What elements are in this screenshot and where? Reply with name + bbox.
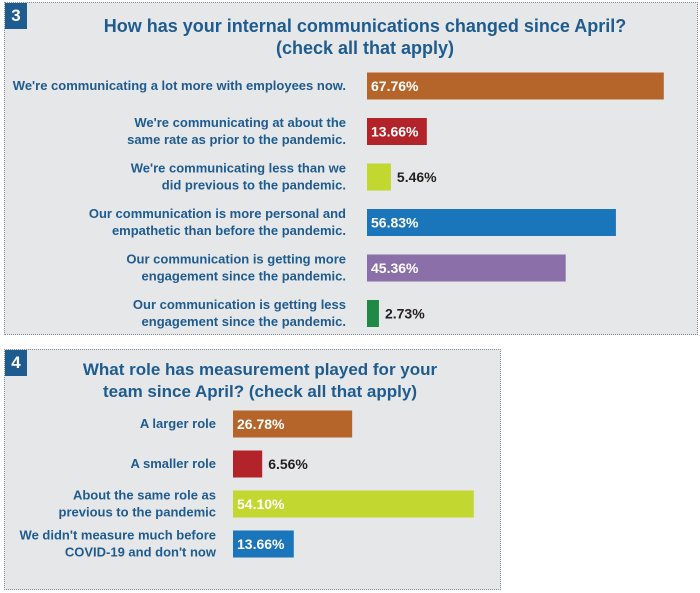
category-label: empathetic than before the pandemic. <box>112 223 346 238</box>
data-label: 13.66% <box>237 536 285 552</box>
data-label: 67.76% <box>371 78 419 94</box>
bar <box>367 209 616 236</box>
chart-title-line-1: How has your internal communications cha… <box>103 16 627 36</box>
category-label: We're communicating a lot more with empl… <box>13 78 346 93</box>
category-label: Our communication is getting more <box>126 252 346 267</box>
chart-number-badge: 4 <box>5 350 27 376</box>
chart-title: What role has measurement played for you… <box>65 359 455 403</box>
data-label: 13.66% <box>371 124 419 140</box>
category-label: same rate as prior to the pandemic. <box>127 132 346 147</box>
category-label: COVID-19 and don't now <box>65 545 217 560</box>
bar <box>233 410 353 438</box>
data-label: 45.36% <box>371 260 419 276</box>
bar <box>367 72 664 100</box>
category-label: About the same role as <box>73 488 216 503</box>
bar <box>233 450 263 478</box>
category-label: engagement since the pandemic. <box>142 269 346 284</box>
category-label: We're communicating less than we <box>131 161 346 176</box>
chart-number-badge: 3 <box>5 3 27 29</box>
chart-panel-3: 3 How has your internal communications c… <box>4 2 698 335</box>
bar <box>367 118 427 145</box>
bar <box>367 254 566 282</box>
category-label: Our communication is getting less <box>133 297 346 312</box>
data-label: 54.10% <box>237 496 285 512</box>
data-label: 5.46% <box>397 169 437 185</box>
bar-chart-3: 67.76% We're communicating a lot more wit… <box>13 72 664 329</box>
data-label: 6.56% <box>268 456 308 472</box>
bar <box>233 490 474 518</box>
category-label: We didn't measure much before <box>20 528 216 543</box>
category-label: did previous to the pandemic. <box>162 178 346 193</box>
data-label: 56.83% <box>371 215 419 231</box>
bar-chart-4: 26.78% A larger role 6.56% A smaller role 54… <box>20 410 474 560</box>
bar <box>367 300 379 327</box>
category-label: A larger role <box>140 416 216 431</box>
data-label: 2.73% <box>385 306 425 322</box>
category-label: engagement since the pandemic. <box>142 314 346 329</box>
category-label: A smaller role <box>130 456 216 471</box>
category-label: We're communicating at about the <box>134 115 346 130</box>
category-label: previous to the pandemic <box>59 505 216 520</box>
chart-title-line-1: What role has measurement played for you… <box>82 360 438 379</box>
category-label: Our communication is more personal and <box>89 206 346 221</box>
chart-panel-4: 4 What role has measurement played for y… <box>4 349 501 590</box>
bar <box>233 530 294 558</box>
chart-title-line-2: team since April? (check all that apply) <box>103 382 417 401</box>
bar <box>367 163 391 191</box>
chart-title-line-2: (check all that apply) <box>275 38 455 58</box>
data-label: 26.78% <box>237 416 285 432</box>
chart-title: How has your internal communications cha… <box>85 15 645 59</box>
